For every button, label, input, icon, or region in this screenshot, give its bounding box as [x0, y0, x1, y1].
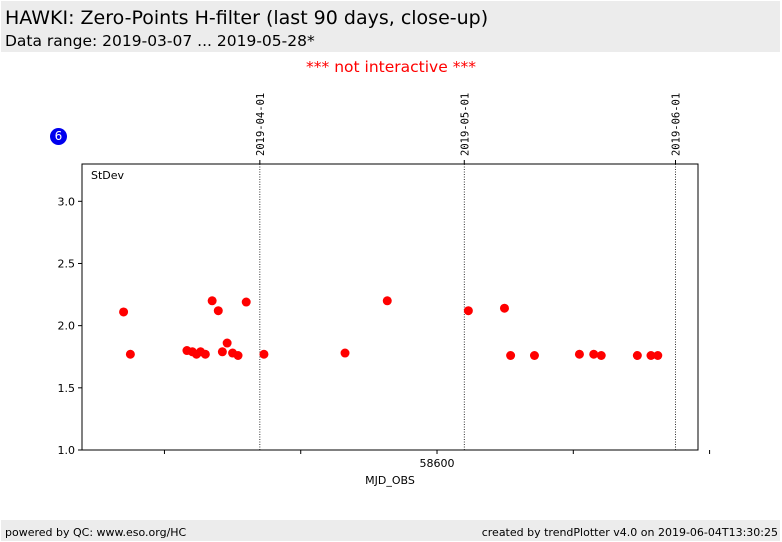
data-point: [233, 350, 243, 360]
data-point: [119, 307, 129, 317]
plot-frame: [81, 163, 699, 451]
date-marker-label: 2019-05-01: [459, 93, 471, 156]
y-tick-label: 2.0: [58, 320, 76, 333]
data-point: [125, 349, 135, 359]
data-point: [217, 347, 227, 357]
data-point: [382, 296, 392, 306]
y-tick-label: 1.0: [58, 444, 76, 457]
page-footer: powered by QC: www.eso.org/HC created by…: [1, 520, 780, 541]
count-badge: 6: [50, 128, 67, 145]
page-title: HAWKI: Zero-Points H-filter (last 90 day…: [5, 7, 489, 29]
data-point: [596, 350, 606, 360]
data-point: [213, 306, 223, 316]
y-tick-label: 1.5: [58, 382, 76, 395]
data-point: [340, 348, 350, 358]
x-axis-label: MJD_OBS: [365, 474, 415, 487]
data-point: [574, 349, 584, 359]
data-point: [529, 350, 539, 360]
data-point: [653, 350, 663, 360]
data-point: [632, 350, 642, 360]
data-point: [259, 349, 269, 359]
y-tick-label: 2.5: [58, 257, 76, 270]
created-by-text: created by trendPlotter v4.0 on 2019-06-…: [481, 526, 778, 539]
data-range-subtitle: Data range: 2019-03-07 ... 2019-05-28*: [5, 32, 315, 50]
x-tick-label: 58600: [420, 457, 455, 470]
data-point: [589, 349, 599, 359]
y-tick-label: 3.0: [58, 195, 76, 208]
data-point: [241, 297, 251, 307]
data-point: [207, 296, 217, 306]
data-point: [499, 303, 509, 313]
powered-by-text: powered by QC: www.eso.org/HC: [5, 526, 187, 539]
page-header: HAWKI: Zero-Points H-filter (last 90 day…: [1, 1, 780, 52]
data-point: [463, 306, 473, 316]
not-interactive-notice: *** not interactive ***: [306, 58, 476, 76]
data-point: [200, 349, 210, 359]
date-marker-label: 2019-06-01: [671, 93, 683, 156]
panel-label: StDev: [91, 169, 125, 182]
data-point: [222, 338, 232, 348]
data-point: [646, 350, 656, 360]
date-marker-label: 2019-04-01: [255, 93, 267, 156]
data-point: [506, 350, 516, 360]
